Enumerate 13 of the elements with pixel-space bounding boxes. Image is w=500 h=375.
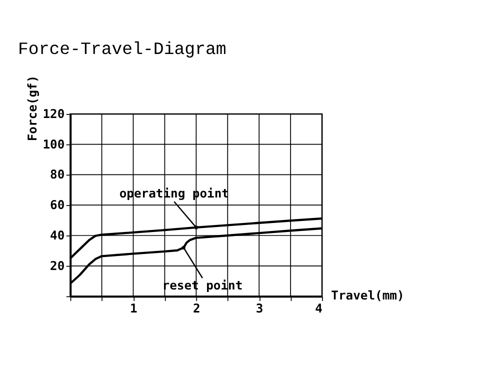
y-tick-label: 40 <box>50 228 65 242</box>
x-tick-label: 3 <box>256 301 264 316</box>
x-tick-label: 4 <box>315 301 322 316</box>
y-tick-label: 60 <box>50 198 65 212</box>
y-tick-label: 120 <box>42 106 65 121</box>
x-tick-label: 2 <box>192 301 200 316</box>
x-tick-label: 1 <box>130 301 138 316</box>
y-axis-title: Force(gf) <box>26 75 40 142</box>
y-tick-label: 80 <box>50 168 65 182</box>
y-tick-label: 100 <box>42 137 65 152</box>
y-tick-label: 20 <box>50 258 65 273</box>
x-axis-title: Travel(mm) <box>331 288 404 302</box>
chart-title: Force-Travel-Diagram <box>18 41 226 60</box>
